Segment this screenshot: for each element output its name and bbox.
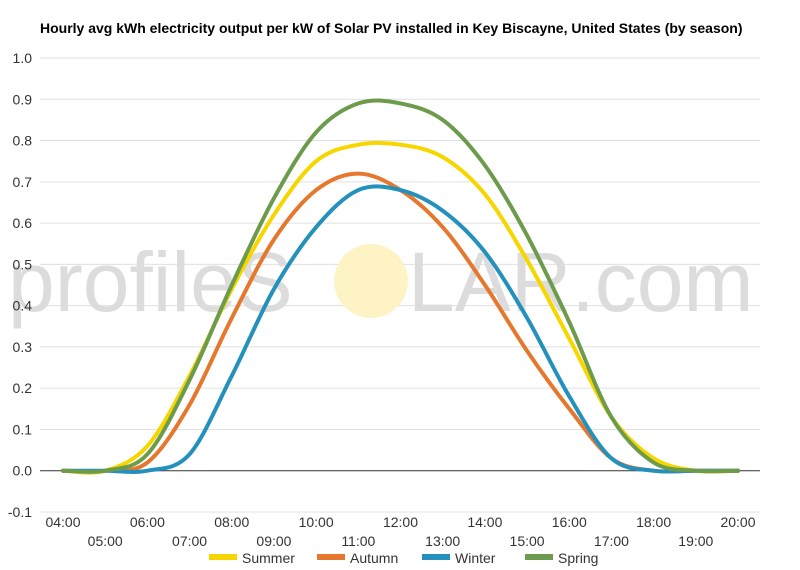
y-tick-label: -0.1 — [8, 504, 32, 520]
x-tick-label: 16:00 — [552, 514, 587, 530]
watermark-text-left: profileS — [8, 235, 293, 329]
x-tick-label: 19:00 — [678, 533, 713, 549]
x-tick-label: 13:00 — [425, 533, 460, 549]
y-tick-label: 0.6 — [13, 215, 33, 231]
x-tick-label: 05:00 — [88, 533, 123, 549]
x-tick-label: 11:00 — [341, 533, 375, 549]
legend-item-spring[interactable]: Spring — [525, 550, 598, 566]
legend-item-autumn[interactable]: Autumn — [317, 550, 398, 566]
series-layer — [61, 98, 740, 475]
axes: -0.1 0.0 0.1 0.2 0.3 0.4 0.5 0.6 0.7 0.8 0.9 1.0 04:… — [8, 50, 760, 549]
legend-item-winter[interactable]: Winter — [422, 550, 496, 566]
x-tick-label: 15:00 — [510, 533, 545, 549]
legend-label: Summer — [242, 550, 295, 566]
legend-swatch — [525, 554, 553, 560]
legend-label: Winter — [455, 550, 496, 566]
legend: Summer Autumn Winter Spring — [209, 550, 598, 566]
x-tick-label: 08:00 — [214, 514, 249, 530]
x-tick-label: 09:00 — [256, 533, 291, 549]
x-tick-label: 10:00 — [299, 514, 334, 530]
y-tick-label: 0.7 — [13, 174, 33, 190]
y-tick-label: 0.3 — [13, 339, 33, 355]
x-tick-label: 20:00 — [720, 514, 755, 530]
y-tick-label: 0.2 — [13, 380, 33, 396]
legend-swatch — [317, 554, 345, 560]
x-tick-label: 14:00 — [467, 514, 502, 530]
y-tick-label: 0.1 — [13, 421, 33, 437]
watermark: profileS LAR.com — [8, 235, 753, 329]
y-tick-label: 0.8 — [13, 133, 33, 149]
x-tick-label: 12:00 — [383, 514, 418, 530]
x-tick-label: 18:00 — [636, 514, 671, 530]
y-tick-label: 0.9 — [13, 91, 33, 107]
watermark-sun-icon — [334, 244, 408, 318]
x-tick-label: 04:00 — [45, 514, 80, 530]
legend-label: Autumn — [350, 550, 398, 566]
chart-title: Hourly avg kWh electricity output per kW… — [40, 20, 743, 36]
y-tick-label: 0.5 — [13, 256, 33, 272]
series-line-spring — [61, 98, 740, 474]
y-tick-label: 0.4 — [13, 298, 33, 314]
x-tick-label: 07:00 — [172, 533, 207, 549]
legend-item-summer[interactable]: Summer — [209, 550, 295, 566]
x-tick-label: 06:00 — [130, 514, 165, 530]
y-tick-label: 0.0 — [13, 463, 33, 479]
watermark-text-right: LAR.com — [408, 235, 753, 329]
y-tick-label: 1.0 — [13, 50, 33, 66]
legend-swatch — [422, 554, 450, 560]
series-line-winter — [61, 184, 740, 474]
legend-label: Spring — [558, 550, 598, 566]
legend-swatch — [209, 554, 237, 560]
x-tick-label: 17:00 — [594, 533, 629, 549]
